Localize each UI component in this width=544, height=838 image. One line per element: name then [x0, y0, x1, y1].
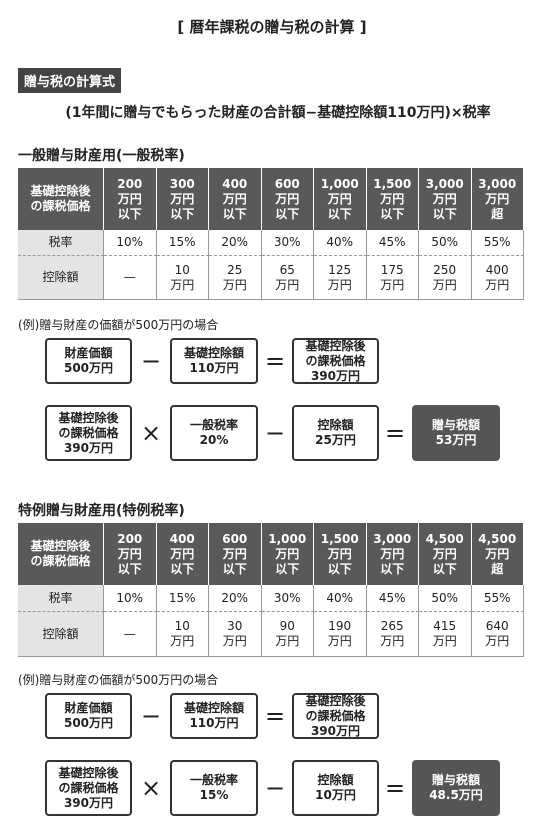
table-header-cell: 3,000 万円 超 [471, 168, 524, 230]
table-cell: 55% [471, 230, 524, 256]
table-cell: 175 万円 [366, 256, 419, 300]
example-caption: (例)贈与財産の価額が500万円の場合 [18, 318, 219, 332]
result-box: 贈与税額 53万円 [412, 405, 500, 461]
value-box: 控除額 25万円 [292, 405, 379, 461]
operator: = [264, 702, 286, 730]
table-header-cell: 3,000 万円 以下 [366, 523, 419, 585]
operator: − [264, 419, 286, 447]
formula-text: (1年間に贈与でもらった財産の合計額−基礎控除額110万円)×税率 [65, 105, 491, 121]
operator: = [384, 774, 406, 802]
table-cell: 20% [209, 230, 262, 256]
value-box: 基礎控除後 の課税価格 390万円 [292, 338, 379, 384]
table-cell: 10 万円 [156, 256, 209, 300]
table-cell: 640 万円 [471, 612, 524, 657]
table-header-cell: 200 万円 以下 [104, 523, 157, 585]
table-cell: 10% [104, 585, 157, 612]
table-cell: 40% [314, 230, 367, 256]
table-header-cell: 200 万円 以下 [104, 168, 157, 230]
table-cell: 30 万円 [209, 612, 262, 657]
table-cell: 265 万円 [366, 612, 419, 657]
table-cell: 65 万円 [261, 256, 314, 300]
table-cell: 190 万円 [314, 612, 367, 657]
row-label: 税率 [18, 585, 104, 612]
value-box: 一般税率 20% [170, 405, 258, 461]
table-header-cell: 基礎控除後 の課税価格 [18, 523, 104, 585]
value-box: 財産価額 500万円 [45, 338, 132, 384]
table-cell: 45% [366, 230, 419, 256]
table-cell: 45% [366, 585, 419, 612]
value-box: 一般税率 15% [170, 760, 258, 816]
table-header-cell: 1,500 万円 以下 [314, 523, 367, 585]
table-cell: 55% [471, 585, 524, 612]
table-cell: 125 万円 [314, 256, 367, 300]
table-cell: — [104, 256, 157, 300]
value-box: 財産価額 500万円 [45, 693, 132, 739]
operator: × [140, 419, 162, 447]
table-header-cell: 1,000 万円 以下 [314, 168, 367, 230]
table-cell: 90 万円 [261, 612, 314, 657]
table-cell: 400 万円 [471, 256, 524, 300]
table-header-cell: 4,500 万円 以下 [419, 523, 472, 585]
operator: = [384, 419, 406, 447]
value-box: 基礎控除後 の課税価格 390万円 [292, 693, 379, 739]
operator: − [140, 347, 162, 375]
table-cell: 30% [261, 230, 314, 256]
row-label: 税率 [18, 230, 104, 256]
row-label: 控除額 [18, 256, 104, 300]
section-heading: 一般贈与財産用(一般税率) [18, 148, 185, 164]
table-cell: 15% [156, 585, 209, 612]
table-header-cell: 4,500 万円 超 [471, 523, 524, 585]
table-header-cell: 600 万円 以下 [209, 523, 262, 585]
value-box: 基礎控除後 の課税価格 390万円 [45, 760, 132, 816]
section-heading: 特例贈与財産用(特例税率) [18, 503, 185, 519]
table-header-cell: 1,000 万円 以下 [261, 523, 314, 585]
value-box: 基礎控除額 110万円 [170, 338, 258, 384]
operator: = [264, 347, 286, 375]
table-cell: 30% [261, 585, 314, 612]
table-header-cell: 300 万円 以下 [156, 168, 209, 230]
title: [ 暦年課税の贈与税の計算 ] [177, 18, 367, 36]
row-label: 控除額 [18, 612, 104, 657]
table-cell: — [104, 612, 157, 657]
table-cell: 10% [104, 230, 157, 256]
table-cell: 10 万円 [156, 612, 209, 657]
operator: − [264, 774, 286, 802]
value-box: 基礎控除額 110万円 [170, 693, 258, 739]
value-box: 控除額 10万円 [292, 760, 379, 816]
example-caption: (例)贈与財産の価額が500万円の場合 [18, 673, 219, 687]
operator: × [140, 774, 162, 802]
table-cell: 25 万円 [209, 256, 262, 300]
table-cell: 415 万円 [419, 612, 472, 657]
table-cell: 15% [156, 230, 209, 256]
table-header-cell: 400 万円 以下 [156, 523, 209, 585]
table-header-cell: 600 万円 以下 [261, 168, 314, 230]
value-box: 基礎控除後 の課税価格 390万円 [45, 405, 132, 461]
table-cell: 50% [419, 230, 472, 256]
operator: − [140, 702, 162, 730]
table-header-cell: 3,000 万円 以下 [419, 168, 472, 230]
formula-label: 贈与税の計算式 [18, 68, 122, 93]
table-cell: 250 万円 [419, 256, 472, 300]
table-cell: 20% [209, 585, 262, 612]
table-header-cell: 400 万円 以下 [209, 168, 262, 230]
table-cell: 50% [419, 585, 472, 612]
table-cell: 40% [314, 585, 367, 612]
table-header-cell: 1,500 万円 以下 [366, 168, 419, 230]
table-header-cell: 基礎控除後 の課税価格 [18, 168, 104, 230]
result-box: 贈与税額 48.5万円 [412, 760, 500, 816]
